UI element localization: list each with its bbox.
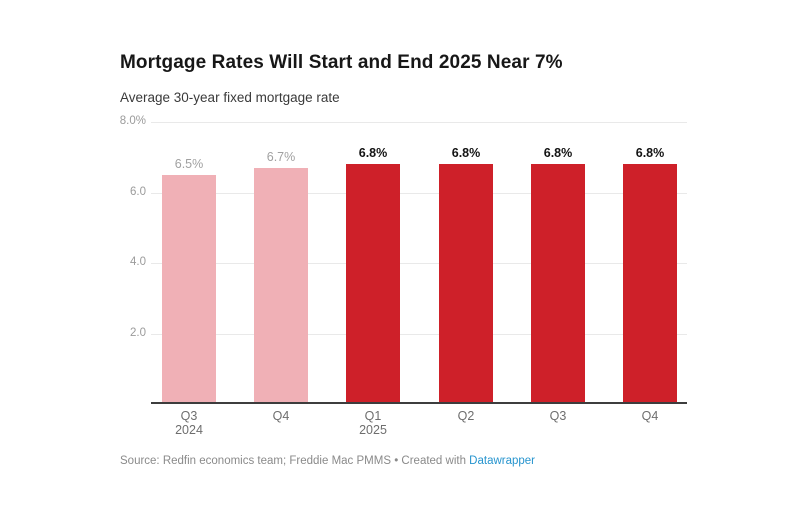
- x-tick-year: 2024: [175, 423, 203, 437]
- bar-chart-plot: 8.0% 6.0 4.0 2.0 6.5% 6.7% 6.8% 6.8% 6.8% 6.8%: [120, 115, 687, 404]
- x-axis-labels: Q3 2024 Q4 Q1 2025 Q2 Q3 Q4: [151, 409, 687, 441]
- bar-value-label: 6.8%: [543, 146, 573, 161]
- bar-value-label: 6.5%: [174, 156, 204, 171]
- y-tick-label: 4.0: [130, 256, 146, 268]
- x-tick-quarter: Q1: [364, 409, 382, 423]
- bar-q1-2025: [346, 164, 400, 404]
- y-tick-label: 8.0%: [119, 115, 146, 127]
- y-tick-label: 6.0: [130, 185, 146, 198]
- x-tick-quarter: Q3: [180, 409, 198, 423]
- bar-q4: [254, 167, 308, 404]
- source-text: Source: Redfin economics team; Freddie M…: [120, 455, 391, 467]
- bar-q3-2024: [162, 174, 216, 404]
- x-tick-quarter: Q4: [272, 409, 290, 423]
- x-tick-quarter: Q4: [641, 409, 659, 423]
- x-tick-quarter: Q2: [457, 409, 475, 423]
- bar-value-label: 6.8%: [451, 146, 481, 161]
- x-tick-label: Q2: [420, 409, 512, 423]
- gridline-4.0: [151, 263, 687, 264]
- bar-value-label: 6.8%: [358, 146, 388, 161]
- x-tick-label: Q1 2025: [327, 409, 419, 437]
- bar-q4: [623, 164, 677, 404]
- x-tick-quarter: Q3: [549, 409, 567, 423]
- chart-subtitle: Average 30-year fixed mortgage rate: [120, 90, 340, 105]
- gridline-8.0%: [151, 122, 687, 123]
- x-tick-label: Q4: [235, 409, 327, 423]
- source-line: Source: Redfin economics team; Freddie M…: [120, 455, 535, 467]
- bar-q2: [439, 164, 493, 404]
- source-separator: • Created with: [391, 455, 470, 467]
- x-tick-label: Q4: [604, 409, 696, 423]
- gridline-2.0: [151, 333, 687, 335]
- x-tick-label: Q3: [512, 409, 604, 423]
- x-tick-label: Q3 2024: [143, 409, 235, 437]
- bar-value-label: 6.8%: [635, 146, 665, 161]
- x-axis-baseline: [151, 402, 687, 404]
- y-tick-label: 2.0: [130, 326, 146, 339]
- x-tick-year: 2025: [359, 423, 387, 437]
- chart-title: Mortgage Rates Will Start and End 2025 N…: [120, 52, 563, 73]
- bar-value-label: 6.7%: [266, 149, 296, 164]
- gridline-6.0: [151, 192, 687, 194]
- datawrapper-link[interactable]: Datawrapper: [469, 455, 536, 467]
- bar-q3: [531, 164, 585, 404]
